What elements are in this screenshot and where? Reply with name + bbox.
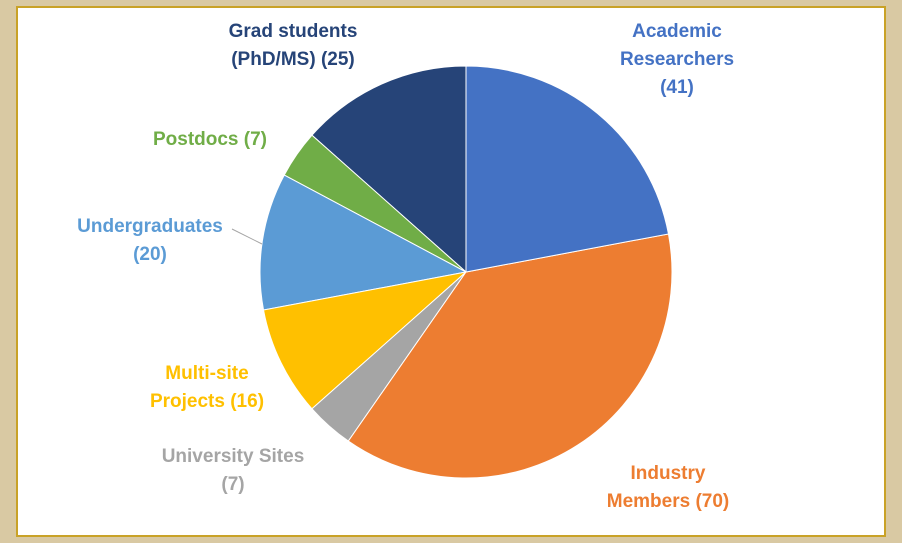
value-label: (16): [230, 391, 265, 412]
value-label: (70): [695, 491, 730, 512]
category-label: Grad students (PhD/MS): [228, 21, 358, 70]
slice-label: Undergraduates (20): [65, 213, 235, 269]
category-label: Postdocs: [152, 129, 239, 150]
category-label: Academic Researchers: [619, 21, 735, 70]
category-label: Multi-site Projects: [149, 363, 249, 412]
value-label: (41): [660, 77, 694, 98]
category-label: Industry Members: [606, 463, 706, 512]
pie-slice: [465, 65, 670, 273]
value-label: (20): [133, 244, 167, 265]
slice-label: University Sites (7): [153, 443, 313, 499]
category-label: University Sites: [161, 446, 305, 467]
value-label: (7): [243, 129, 268, 150]
pie-slice: [259, 174, 468, 311]
value-label: (25): [320, 49, 355, 70]
slice-label: Multi-site Projects (16): [137, 360, 277, 416]
category-label: Undergraduates: [77, 216, 223, 237]
value-label: (7): [221, 474, 245, 495]
pie-slice: [311, 65, 467, 274]
pie-slice: [347, 233, 673, 479]
slice-label: Academic Researchers (41): [612, 18, 742, 102]
slice-label: Postdocs (7): [130, 126, 290, 154]
slice-label: Grad students (PhD/MS) (25): [208, 18, 378, 74]
slice-label: Industry Members (70): [593, 460, 743, 516]
pie-slice: [262, 271, 468, 410]
leader-line: [231, 228, 263, 245]
